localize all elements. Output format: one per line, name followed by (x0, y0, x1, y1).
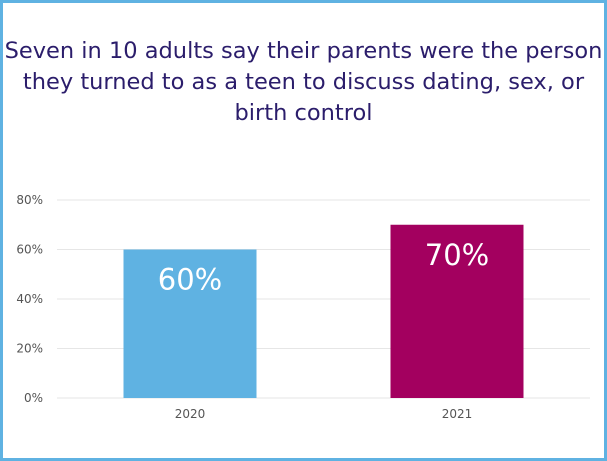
data-label: 60% (158, 263, 222, 297)
y-tick-label: 0% (24, 391, 43, 405)
y-tick-label: 80% (16, 193, 43, 207)
x-tick-label: 2020 (175, 407, 206, 421)
data-label: 70% (425, 238, 489, 272)
y-tick-label: 60% (16, 243, 43, 257)
chart-title: Seven in 10 adults say their parents wer… (4, 38, 603, 126)
y-tick-label: 40% (16, 292, 43, 306)
bar-2021 (390, 224, 524, 398)
y-tick-label: 20% (16, 342, 43, 356)
bar-2020 (123, 249, 257, 398)
x-tick-label: 2021 (442, 407, 473, 421)
